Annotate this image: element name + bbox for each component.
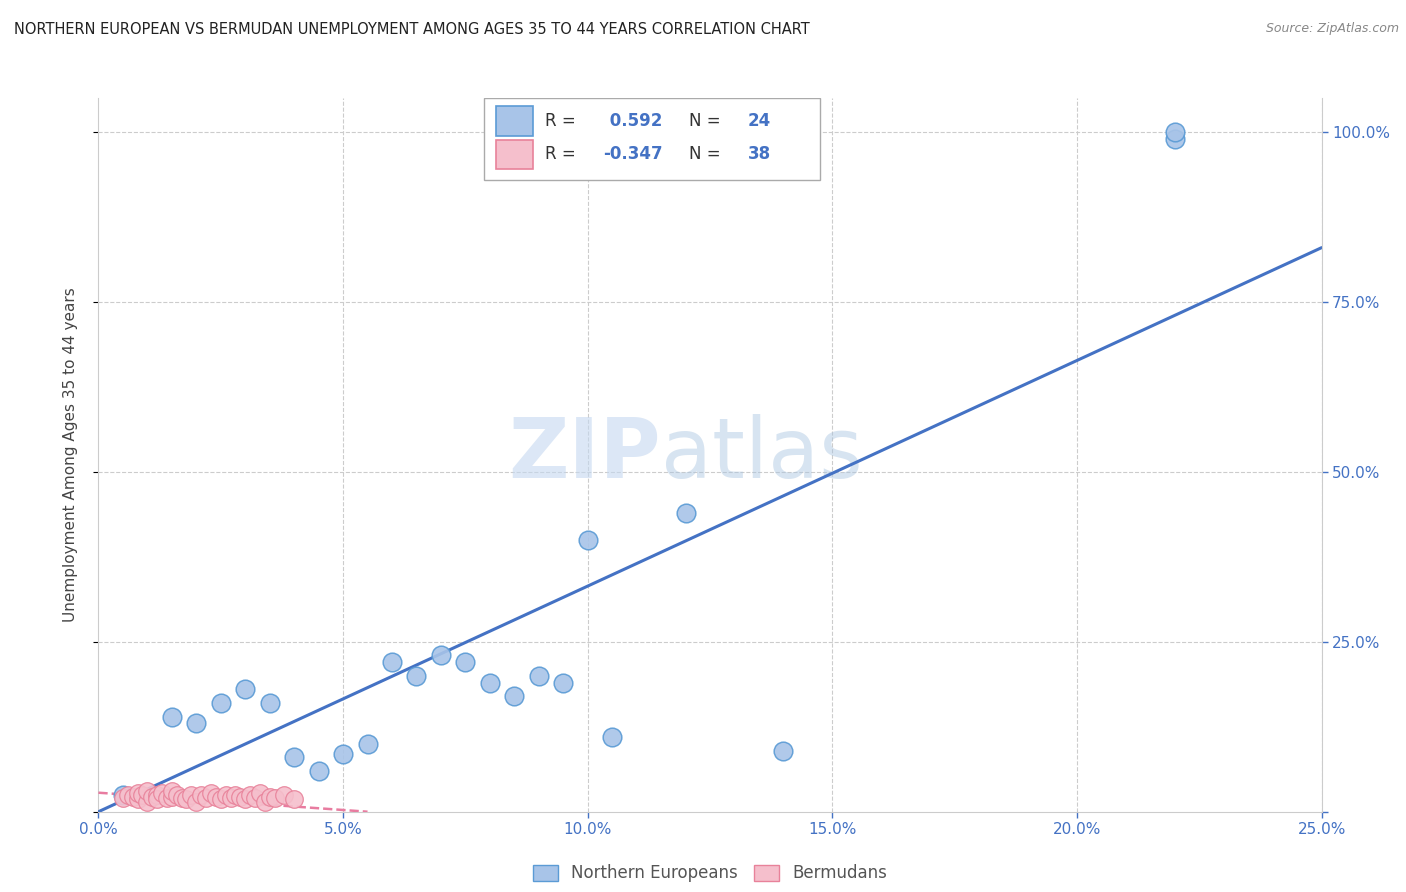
FancyBboxPatch shape [496,139,533,169]
Point [249,786,271,800]
Text: 24: 24 [748,112,772,130]
Point [356,737,378,751]
Point [160,789,183,804]
Point [136,795,159,809]
Point [176,792,198,806]
Text: Source: ZipAtlas.com: Source: ZipAtlas.com [1265,22,1399,36]
Point [200,786,222,800]
Point [553,675,575,690]
Point [239,788,262,802]
Legend: Northern Europeans, Bermudans: Northern Europeans, Bermudans [526,858,894,889]
Point [166,788,188,802]
Point [111,791,134,805]
Point [136,784,159,798]
Point [160,784,183,798]
Point [478,675,501,690]
Point [170,791,193,805]
Text: ZIP: ZIP [509,415,661,495]
Point [209,792,232,806]
Text: -0.347: -0.347 [603,145,664,163]
Point [127,786,149,800]
Point [675,506,697,520]
Point [160,709,183,723]
Point [454,655,477,669]
Text: N =: N = [689,112,725,130]
Point [263,791,285,805]
Point [224,788,246,802]
Point [253,795,276,809]
Point [1164,125,1187,139]
Point [146,792,169,806]
Text: R =: R = [546,112,581,130]
Point [283,750,305,764]
Point [233,682,256,697]
Point [527,669,550,683]
Point [111,788,134,802]
Point [273,788,295,802]
Point [195,791,218,805]
Point [405,669,427,683]
Point [150,786,173,800]
Point [156,791,179,805]
Text: atlas: atlas [661,415,863,495]
Text: 0.592: 0.592 [603,112,662,130]
Point [131,788,153,802]
Point [186,716,208,731]
Point [190,788,212,802]
Text: R =: R = [546,145,581,163]
Point [214,788,236,802]
Point [259,696,281,710]
Point [117,788,139,802]
FancyBboxPatch shape [496,106,533,136]
Point [233,792,256,806]
Point [259,789,281,804]
Text: N =: N = [689,145,725,163]
FancyBboxPatch shape [484,98,820,180]
Point [600,730,623,744]
Point [229,789,252,804]
Point [308,764,330,778]
Point [146,788,169,802]
Text: 38: 38 [748,145,770,163]
Point [576,533,599,547]
Point [772,743,794,757]
Point [141,789,163,804]
Point [332,747,354,761]
Point [127,792,149,806]
Point [186,795,208,809]
Point [243,791,266,805]
Point [205,789,228,804]
Point [1164,132,1187,146]
Point [121,789,143,804]
Point [283,792,305,806]
Point [209,696,232,710]
Text: NORTHERN EUROPEAN VS BERMUDAN UNEMPLOYMENT AMONG AGES 35 TO 44 YEARS CORRELATION: NORTHERN EUROPEAN VS BERMUDAN UNEMPLOYME… [14,22,810,37]
Point [503,689,526,703]
Point [381,655,404,669]
Y-axis label: Unemployment Among Ages 35 to 44 years: Unemployment Among Ages 35 to 44 years [63,287,77,623]
Point [180,788,202,802]
Point [219,791,242,805]
Point [430,648,453,663]
